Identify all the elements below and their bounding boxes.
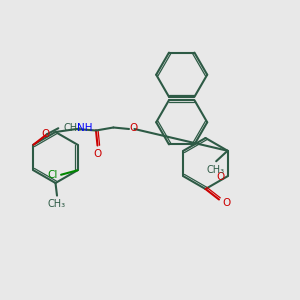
Text: O: O bbox=[41, 129, 50, 139]
Text: NH: NH bbox=[77, 123, 93, 134]
Text: CH₃: CH₃ bbox=[64, 123, 82, 133]
Text: Cl: Cl bbox=[47, 170, 58, 180]
Text: CH₃: CH₃ bbox=[206, 165, 225, 175]
Text: O: O bbox=[93, 149, 102, 159]
Text: O: O bbox=[130, 123, 138, 134]
Text: O: O bbox=[216, 172, 225, 182]
Text: CH₃: CH₃ bbox=[48, 199, 66, 209]
Text: O: O bbox=[222, 197, 230, 208]
